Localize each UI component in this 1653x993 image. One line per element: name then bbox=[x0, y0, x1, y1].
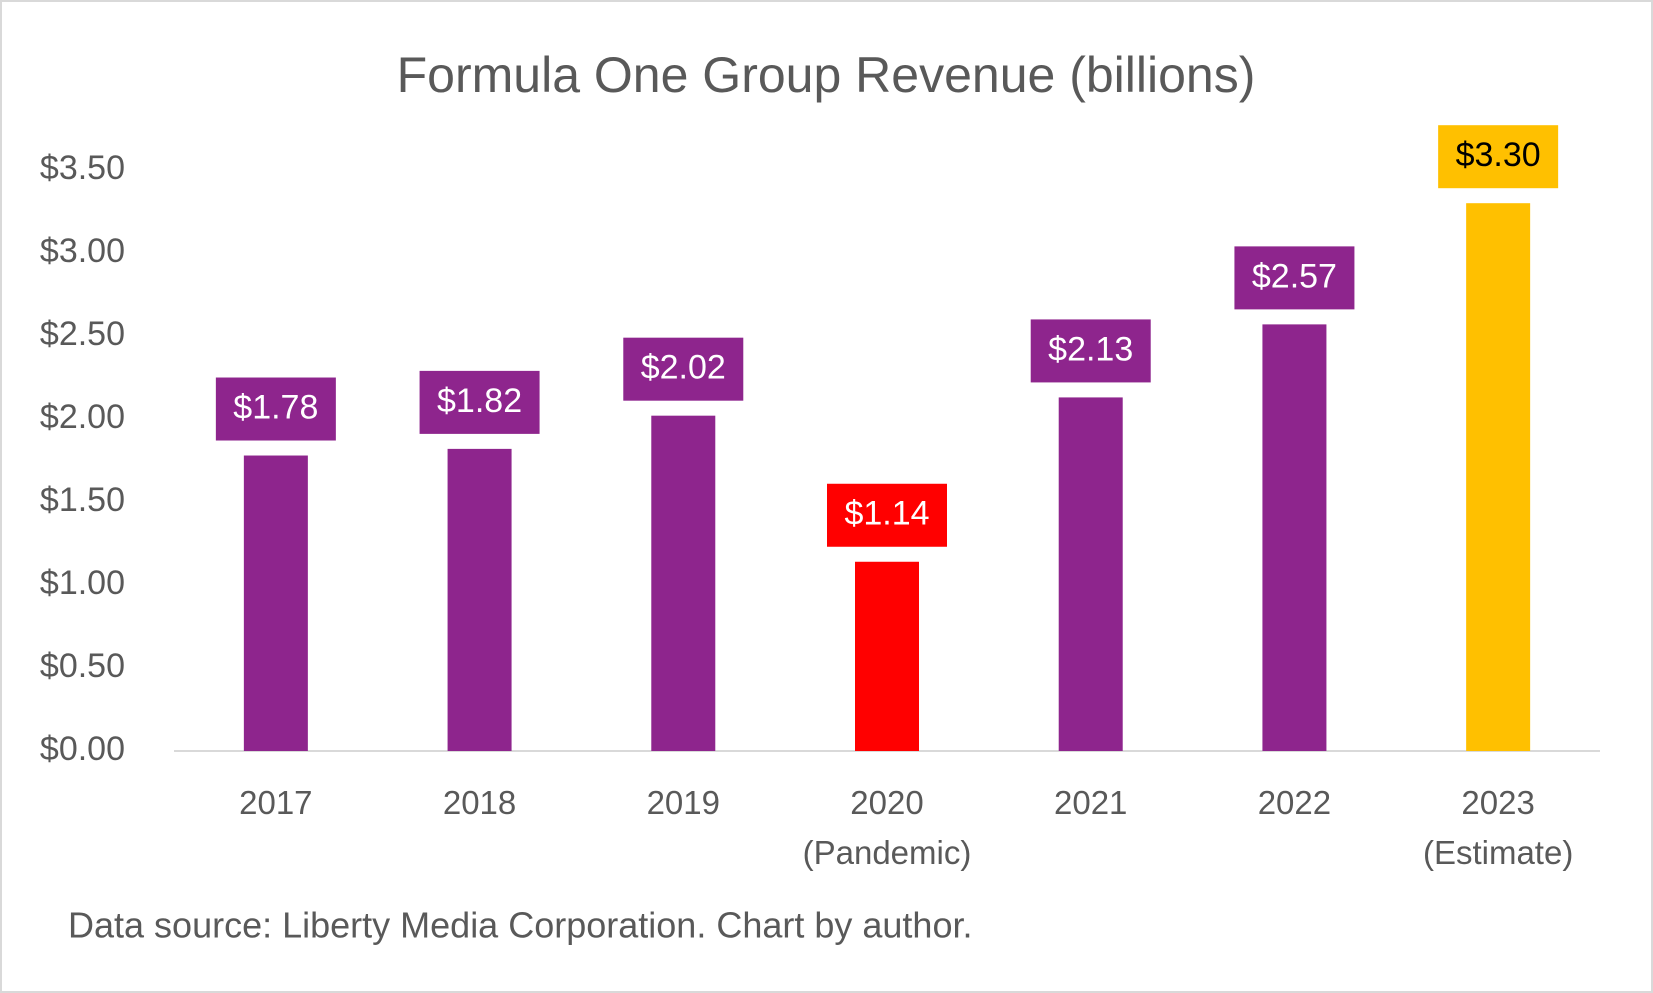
y-tick-label: $2.50 bbox=[40, 315, 125, 353]
x-tick-label: 2020 (Pandemic) bbox=[802, 784, 972, 871]
bar bbox=[1058, 397, 1123, 751]
bar bbox=[243, 455, 308, 751]
data-label: $1.78 bbox=[233, 389, 318, 427]
data-label-box bbox=[419, 370, 540, 434]
chart-title: Formula One Group Revenue (billions) bbox=[397, 47, 1256, 103]
y-tick-label: $3.50 bbox=[40, 149, 125, 187]
data-label-box bbox=[215, 377, 336, 441]
x-tick-label: 2019 bbox=[646, 784, 720, 821]
bar bbox=[855, 561, 919, 751]
bar bbox=[447, 448, 512, 751]
bar bbox=[1262, 324, 1327, 751]
bar bbox=[651, 415, 716, 751]
y-tick-label: $2.00 bbox=[40, 398, 125, 436]
data-label: $3.30 bbox=[1456, 136, 1541, 174]
y-tick-label: $3.00 bbox=[40, 232, 125, 270]
data-label-box bbox=[1438, 125, 1559, 189]
y-tick-label: $1.00 bbox=[40, 564, 125, 602]
x-tick-label: 2021 bbox=[1053, 784, 1128, 821]
y-tick-label: $1.50 bbox=[40, 481, 125, 519]
x-tick-label: 2018 bbox=[442, 784, 517, 821]
y-tick-label: $0.50 bbox=[40, 647, 125, 685]
data-label-box bbox=[827, 483, 947, 547]
data-label: $2.02 bbox=[641, 349, 726, 387]
x-tick-label: 2023 (Estimate) bbox=[1422, 784, 1574, 871]
bar bbox=[1466, 203, 1531, 751]
data-label-box bbox=[623, 337, 744, 401]
data-label-box bbox=[1234, 246, 1355, 310]
data-label: $1.82 bbox=[437, 382, 522, 420]
data-label: $2.13 bbox=[1048, 330, 1133, 368]
x-tick-label: 2017 bbox=[239, 784, 313, 821]
x-tick-label: 2022 bbox=[1257, 784, 1332, 821]
y-tick-label: $0.00 bbox=[40, 730, 125, 768]
data-label-box bbox=[1030, 319, 1151, 383]
footnote: Data source: Liberty Media Corporation. … bbox=[68, 905, 972, 946]
data-label: $1.14 bbox=[844, 495, 929, 533]
data-label: $2.57 bbox=[1252, 257, 1337, 295]
